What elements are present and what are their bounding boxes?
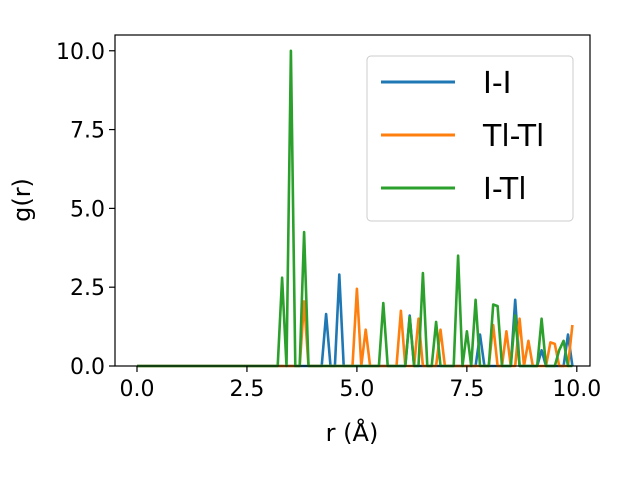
y-tick-label: 7.5 xyxy=(70,119,105,144)
x-axis-ticks: 0.0 2.5 5.0 7.5 10.0 xyxy=(119,366,601,402)
x-tick-label: 7.5 xyxy=(449,377,484,402)
x-tick-label: 0.0 xyxy=(119,377,154,402)
y-tick-label: 5.0 xyxy=(70,197,105,222)
y-axis-ticks: 0.0 2.5 5.0 7.5 10.0 xyxy=(56,40,115,380)
x-tick-label: 10.0 xyxy=(552,377,601,402)
legend-box xyxy=(366,55,574,222)
y-tick-label: 2.5 xyxy=(70,276,105,301)
plot-frame xyxy=(114,34,591,367)
legend-label: I-Tl xyxy=(483,172,527,207)
legend: I-I Tl-Tl I-Tl xyxy=(366,55,574,222)
y-tick-label: 10.0 xyxy=(56,40,105,65)
legend-label: Tl-Tl xyxy=(482,119,544,154)
x-axis-label: r (Å) xyxy=(326,418,379,447)
x-tick-label: 5.0 xyxy=(339,377,374,402)
x-tick-label: 2.5 xyxy=(229,377,264,402)
y-tick-label: 0.0 xyxy=(70,355,105,380)
y-axis-label: g(r) xyxy=(8,178,36,222)
legend-label: I-I xyxy=(483,66,512,101)
